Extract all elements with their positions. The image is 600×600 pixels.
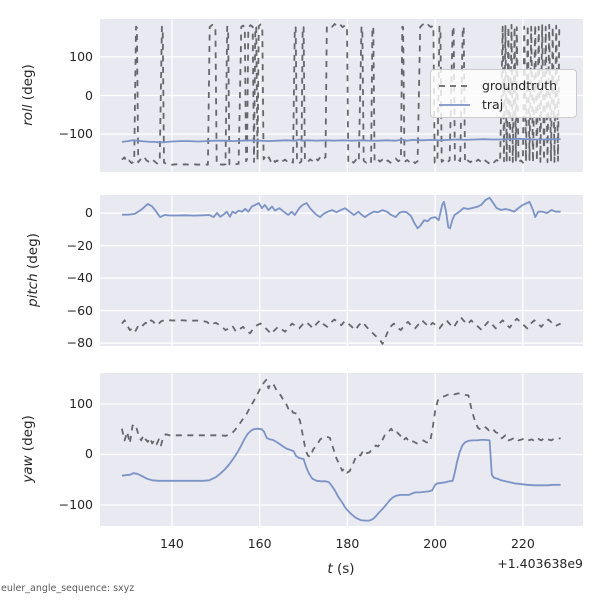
y-tick-label: 0: [85, 205, 93, 221]
yaw-axis-label: yaw (deg): [20, 415, 36, 483]
solid-line-icon: [439, 103, 470, 106]
y-tick-label: −100: [58, 126, 93, 142]
yaw-plot-area: [100, 373, 583, 526]
x-axis-offset-text: +1.403638e9: [497, 556, 583, 571]
legend: groundtruth traj: [430, 69, 577, 118]
legend-item-traj: traj: [439, 95, 568, 114]
series-traj: [121, 137, 561, 144]
pitch-plot-area: [100, 195, 583, 346]
legend-label-groundtruth: groundtruth: [482, 78, 558, 93]
legend-label-traj: traj: [482, 97, 504, 112]
yaw-axis-label-var: yaw: [20, 455, 36, 483]
y-tick-label: 100: [69, 48, 93, 64]
y-tick-label: −100: [58, 496, 93, 512]
yaw-axis-label-unit: (deg): [20, 415, 36, 456]
series-groundtruth: [121, 316, 561, 345]
yaw-subplot: [100, 373, 583, 526]
x-tick-label: 200: [423, 536, 448, 551]
dashed-line-icon: [439, 84, 470, 87]
y-tick-label: 100: [69, 396, 93, 411]
series-traj: [121, 196, 561, 230]
legend-item-groundtruth: groundtruth: [439, 76, 568, 95]
x-tick-label: 140: [160, 536, 184, 551]
x-axis-label-var: t: [327, 561, 333, 577]
x-tick-label: 220: [510, 536, 535, 551]
y-tick-label: −20: [66, 237, 93, 253]
x-axis-label: t (s): [327, 561, 354, 577]
series-groundtruth: [121, 23, 561, 166]
footnote-euler-sequence: euler_angle_sequence: sxyz: [1, 583, 135, 594]
x-tick-label: 180: [335, 536, 360, 551]
roll-axis-label-var: roll: [20, 104, 36, 126]
roll-axis-label-unit: (deg): [20, 64, 36, 105]
series-groundtruth: [121, 378, 561, 474]
y-tick-label: −60: [66, 302, 93, 318]
pitch-subplot: [100, 195, 583, 346]
series-traj: [121, 427, 561, 522]
roll-axis-label: roll (deg): [20, 64, 36, 126]
y-tick-label: −40: [66, 270, 93, 286]
y-tick-label: 0: [85, 446, 93, 462]
y-tick-label: −80: [66, 335, 93, 351]
x-axis-label-unit: (s): [332, 561, 355, 577]
x-tick-label: 160: [247, 536, 272, 551]
y-tick-label: 0: [85, 87, 93, 103]
